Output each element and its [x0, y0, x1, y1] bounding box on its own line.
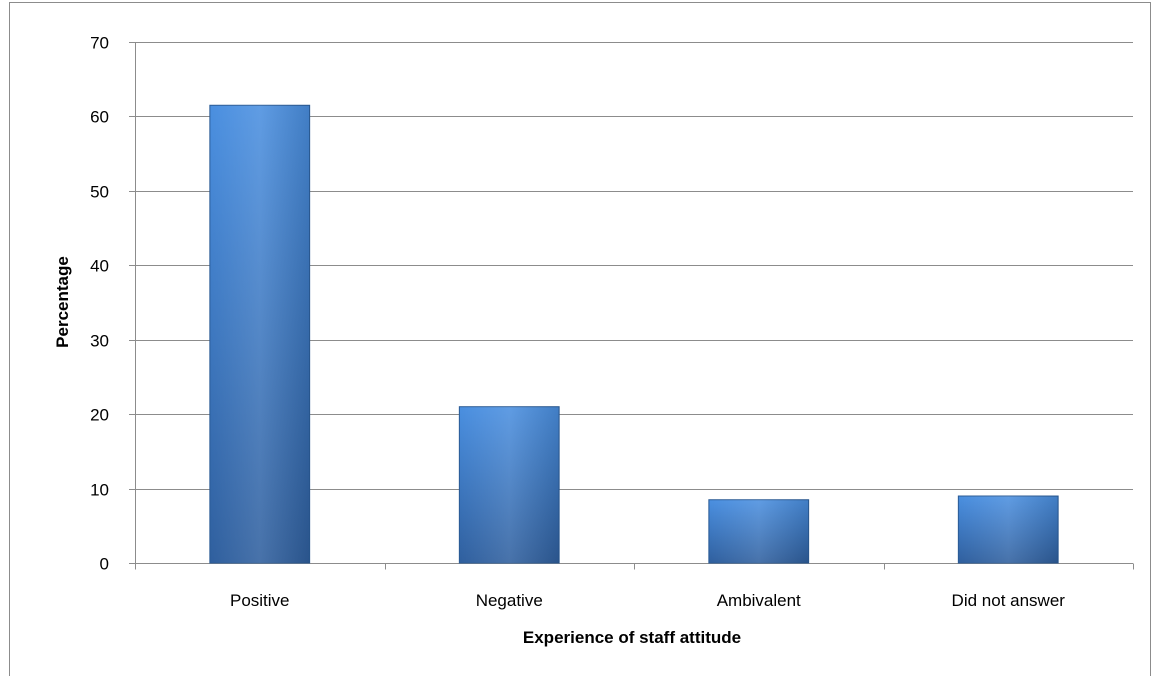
y-tick-label: 50	[90, 183, 109, 202]
x-tick-label: Did not answer	[952, 591, 1066, 610]
y-tick-labels: 0 10 20 30 40 50 60 70	[90, 34, 109, 574]
y-tick-label: 30	[90, 332, 109, 351]
y-tick-label: 70	[90, 34, 109, 53]
y-tick-label: 0	[100, 555, 109, 574]
x-tick-label: Negative	[476, 591, 543, 610]
x-tick-label: Positive	[230, 591, 290, 610]
x-tick-labels: Positive Negative Ambivalent Did not answer	[230, 591, 1065, 610]
y-tick-label: 40	[90, 257, 109, 276]
y-tick-label: 20	[90, 406, 109, 425]
y-axis-title: Percentage	[53, 256, 72, 348]
bar-shading	[209, 105, 310, 563]
y-tick-label: 60	[90, 108, 109, 127]
x-axis-title: Experience of staff attitude	[523, 628, 741, 647]
y-tick-label: 10	[90, 481, 109, 500]
bar-shading	[459, 406, 560, 563]
bar-shading	[958, 496, 1059, 563]
x-tick-label: Ambivalent	[717, 591, 801, 610]
chart-frame	[9, 2, 1151, 676]
bars	[209, 104, 1059, 564]
bar-shading	[708, 499, 809, 563]
